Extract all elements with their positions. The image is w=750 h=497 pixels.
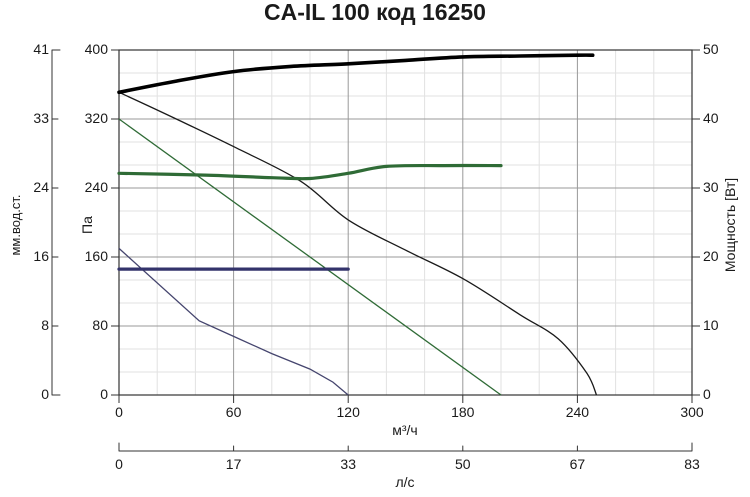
svg-text:180: 180 (451, 404, 475, 420)
svg-text:40: 40 (703, 110, 719, 126)
svg-text:24: 24 (33, 179, 49, 195)
svg-text:0: 0 (41, 386, 49, 402)
svg-text:30: 30 (703, 179, 719, 195)
svg-text:0: 0 (115, 404, 123, 420)
svg-text:80: 80 (92, 317, 108, 333)
svg-text:83: 83 (684, 456, 700, 472)
svg-text:160: 160 (85, 248, 109, 264)
svg-text:240: 240 (85, 179, 109, 195)
svg-text:50: 50 (703, 41, 719, 57)
svg-text:CA-IL 100 код 16250: CA-IL 100 код 16250 (264, 0, 486, 25)
svg-text:Па: Па (79, 216, 95, 234)
svg-text:60: 60 (226, 404, 242, 420)
svg-text:мм.вод.ст.: мм.вод.ст. (8, 194, 23, 255)
svg-text:67: 67 (570, 456, 586, 472)
svg-text:33: 33 (33, 110, 49, 126)
svg-text:8: 8 (41, 317, 49, 333)
svg-text:0: 0 (100, 386, 108, 402)
svg-text:41: 41 (33, 41, 49, 57)
svg-text:320: 320 (85, 110, 109, 126)
svg-text:м³/ч: м³/ч (392, 422, 417, 438)
svg-text:Мощность [Вт]: Мощность [Вт] (722, 178, 738, 272)
svg-text:300: 300 (680, 404, 704, 420)
svg-text:50: 50 (455, 456, 471, 472)
svg-text:120: 120 (337, 404, 361, 420)
svg-text:16: 16 (33, 248, 49, 264)
svg-text:20: 20 (703, 248, 719, 264)
svg-text:10: 10 (703, 317, 719, 333)
svg-text:33: 33 (340, 456, 356, 472)
svg-text:0: 0 (115, 456, 123, 472)
svg-text:400: 400 (85, 41, 109, 57)
svg-text:17: 17 (226, 456, 242, 472)
svg-text:0: 0 (703, 386, 711, 402)
svg-text:240: 240 (566, 404, 590, 420)
svg-text:л/с: л/с (395, 474, 414, 490)
